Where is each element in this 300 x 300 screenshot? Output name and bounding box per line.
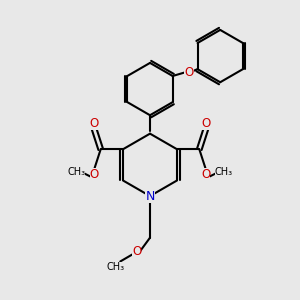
Text: O: O (201, 168, 211, 181)
Text: CH₃: CH₃ (67, 167, 86, 177)
Text: O: O (89, 117, 99, 130)
Text: CH₃: CH₃ (214, 167, 233, 177)
Text: O: O (201, 117, 211, 130)
Text: CH₃: CH₃ (107, 262, 125, 272)
Text: N: N (145, 190, 155, 202)
Text: O: O (132, 244, 141, 258)
Text: O: O (89, 168, 99, 181)
Text: O: O (184, 66, 194, 79)
